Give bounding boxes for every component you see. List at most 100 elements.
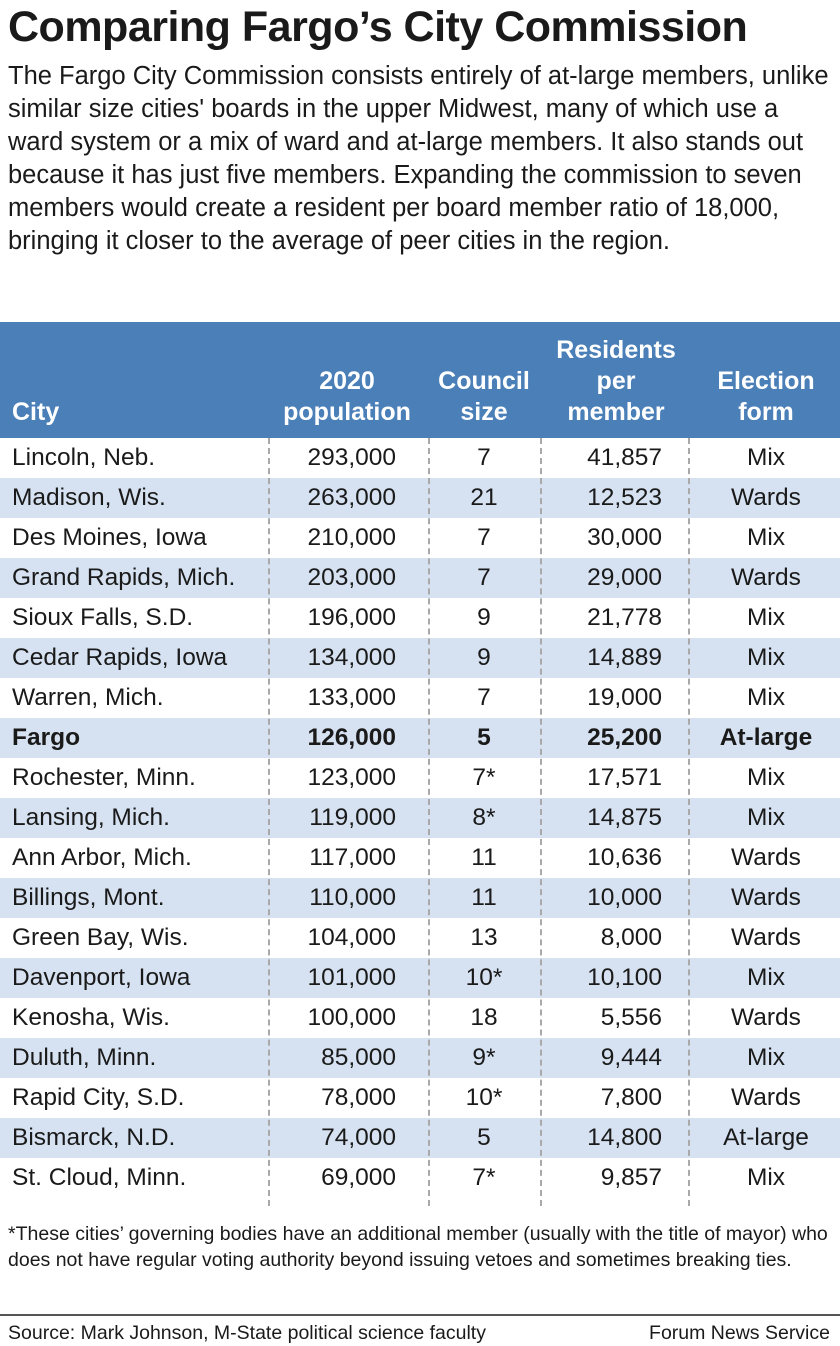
cell-city: Warren, Mich. <box>12 684 164 711</box>
cell-council-size: 21 <box>470 484 498 511</box>
cell-election-form: Wards <box>731 844 801 871</box>
cell-council-size: 5 <box>477 724 491 751</box>
cell-population: 123,000 <box>307 764 396 791</box>
cell-residents-per-member: 14,889 <box>587 644 662 671</box>
table-row: Lansing, Mich. 119,000 8* 14,875 Mix <box>0 798 840 838</box>
header-residents-line-1: Residents <box>556 336 676 364</box>
table-row: Rochester, Minn. 123,000 7* 17,571 Mix <box>0 758 840 798</box>
cell-election-form: Mix <box>746 764 786 791</box>
cell-population: 101,000 <box>307 964 396 991</box>
cell-residents-per-member: 25,200 <box>587 724 662 751</box>
cell-election-form: Mix <box>746 644 786 671</box>
cell-council-size: 9* <box>472 1044 496 1071</box>
cell-residents-per-member: 14,800 <box>587 1124 662 1151</box>
header-council-size-line-2: size <box>460 398 508 426</box>
table-row: Kenosha, Wis. 100,000 18 5,556 Wards <box>0 998 840 1038</box>
header-population-line-1: 2020 <box>319 367 375 395</box>
column-divider <box>268 438 270 1206</box>
cell-election-form: Mix <box>746 1164 786 1191</box>
cell-council-size: 8* <box>472 804 496 831</box>
cell-residents-per-member: 9,857 <box>600 1164 662 1191</box>
cell-city: Lincoln, Neb. <box>12 444 156 471</box>
cell-election-form: Mix <box>746 444 786 471</box>
cell-council-size: 7 <box>477 684 491 711</box>
cell-city: St. Cloud, Minn. <box>12 1164 187 1191</box>
cell-council-size: 13 <box>470 924 498 951</box>
cell-city: Duluth, Minn. <box>12 1044 157 1071</box>
header-election-form-line-2: form <box>738 398 794 426</box>
cell-residents-per-member: 10,000 <box>587 884 662 911</box>
column-divider <box>540 438 542 1206</box>
cell-residents-per-member: 10,636 <box>587 844 662 871</box>
cell-election-form: Wards <box>731 884 801 911</box>
cell-election-form: Wards <box>731 924 801 951</box>
column-divider <box>688 438 690 1206</box>
page-title: Comparing Fargo’s City Commission <box>8 3 748 51</box>
header-election-form: Election form <box>692 366 840 428</box>
table-row: Davenport, Iowa 101,000 10* 10,100 Mix <box>0 958 840 998</box>
cell-council-size: 5 <box>477 1124 491 1151</box>
cell-election-form: At-large <box>719 724 813 751</box>
cell-residents-per-member: 19,000 <box>587 684 662 711</box>
cell-residents-per-member: 14,875 <box>587 804 662 831</box>
cell-city: Cedar Rapids, Iowa <box>12 644 228 671</box>
cell-population: 263,000 <box>307 484 396 511</box>
cell-election-form: Wards <box>731 1084 801 1111</box>
header-city: City <box>12 398 60 426</box>
cell-population: 293,000 <box>307 444 396 471</box>
cell-election-form: Wards <box>731 564 801 591</box>
cell-population: 126,000 <box>307 724 396 751</box>
cell-council-size: 9 <box>477 644 491 671</box>
cell-city: Des Moines, Iowa <box>12 524 207 551</box>
cell-council-size: 7 <box>477 524 491 551</box>
cell-residents-per-member: 12,523 <box>587 484 662 511</box>
table-row: Green Bay, Wis. 104,000 13 8,000 Wards <box>0 918 840 958</box>
cell-residents-per-member: 21,778 <box>587 604 662 631</box>
cell-city: Rapid City, S.D. <box>12 1084 185 1111</box>
cell-city: Bismarck, N.D. <box>12 1124 176 1151</box>
cell-election-form: Mix <box>746 1044 786 1071</box>
table-row: Bismarck, N.D. 74,000 5 14,800 At-large <box>0 1118 840 1158</box>
table-row: Des Moines, Iowa 210,000 7 30,000 Mix <box>0 518 840 558</box>
table-row: Fargo 126,000 5 25,200 At-large <box>0 718 840 758</box>
cell-council-size: 11 <box>471 884 497 911</box>
cell-city: Sioux Falls, S.D. <box>12 604 194 631</box>
cell-election-form: Mix <box>746 684 786 711</box>
cell-residents-per-member: 29,000 <box>587 564 662 591</box>
cell-population: 110,000 <box>309 884 396 911</box>
cell-election-form: At-large <box>723 1124 809 1151</box>
cell-election-form: Mix <box>746 524 786 551</box>
cell-population: 117,000 <box>309 844 396 871</box>
header-residents-line-3: member <box>567 398 665 426</box>
cell-residents-per-member: 41,857 <box>587 444 662 471</box>
cell-council-size: 7 <box>477 444 491 471</box>
cell-city: Madison, Wis. <box>12 484 166 511</box>
cell-election-form: Mix <box>746 964 786 991</box>
cell-residents-per-member: 30,000 <box>587 524 662 551</box>
cell-city: Grand Rapids, Mich. <box>12 564 236 591</box>
table-body: Lincoln, Neb. 293,000 7 41,857 Mix Madison, W… <box>0 438 840 1198</box>
cell-council-size: 10* <box>465 964 503 991</box>
cell-election-form: Wards <box>731 484 801 511</box>
cell-city: Ann Arbor, Mich. <box>12 844 192 871</box>
cell-city: Kenosha, Wis. <box>12 1004 170 1031</box>
cell-election-form: Mix <box>746 804 786 831</box>
cell-population: 74,000 <box>321 1124 396 1151</box>
cell-population: 134,000 <box>307 644 396 671</box>
cell-election-form: Mix <box>746 604 786 631</box>
cell-council-size: 7* <box>472 764 496 791</box>
table-row: Sioux Falls, S.D. 196,000 9 21,778 Mix <box>0 598 840 638</box>
cell-population: 78,000 <box>321 1084 396 1111</box>
table-row: Billings, Mont. 110,000 11 10,000 Wards <box>0 878 840 918</box>
header-council-size: Council size <box>428 366 540 428</box>
cell-election-form: Wards <box>731 1004 801 1031</box>
header-residents-line-2: per <box>596 367 636 395</box>
cell-population: 100,000 <box>307 1004 396 1031</box>
cell-population: 133,000 <box>307 684 396 711</box>
table-row: Cedar Rapids, Iowa 134,000 9 14,889 Mix <box>0 638 840 678</box>
cell-residents-per-member: 10,100 <box>587 964 662 991</box>
column-divider <box>428 438 430 1206</box>
table-row: Grand Rapids, Mich. 203,000 7 29,000 Wards <box>0 558 840 598</box>
table-row: Ann Arbor, Mich. 117,000 11 10,636 Wards <box>0 838 840 878</box>
cell-population: 210,000 <box>307 524 396 551</box>
